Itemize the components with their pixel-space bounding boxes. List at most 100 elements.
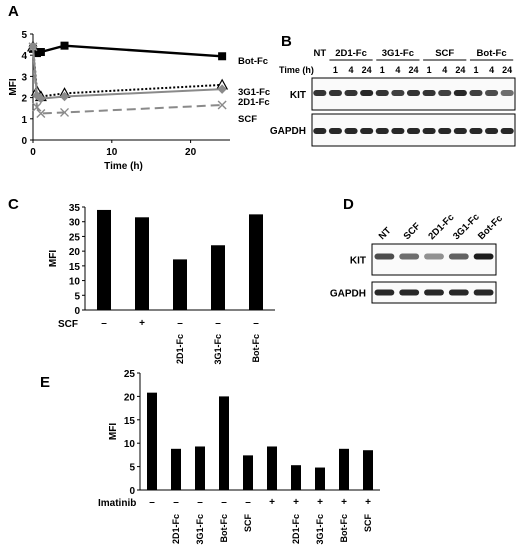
group-label: SCF xyxy=(435,48,454,59)
x-tick-label: 0 xyxy=(30,147,36,158)
blot-band xyxy=(360,90,374,96)
time-label-value: 1 xyxy=(333,65,338,75)
sign-label: – xyxy=(253,318,259,329)
blot-band xyxy=(500,128,514,134)
time-label: Time (h) xyxy=(279,65,314,75)
lane-label: 3G1-Fc xyxy=(451,212,482,243)
blot-band xyxy=(344,128,358,134)
panel-a-line-chart: 0 1 2 3 4 5 0 10 20 Time (h) MFI Bot-Fc 3G1-Fc2D1-Fc… xyxy=(8,30,270,172)
category-label: SCF xyxy=(363,513,373,532)
blot-band xyxy=(391,128,405,134)
y-tick-label: 0 xyxy=(129,486,135,497)
blot-band xyxy=(360,128,374,134)
bar xyxy=(291,465,301,490)
bar xyxy=(147,392,157,490)
bar xyxy=(173,259,187,310)
blot-band xyxy=(453,90,467,96)
row-label: SCF xyxy=(58,319,78,330)
time-label-value: 24 xyxy=(408,65,418,75)
y-tick-label: 20 xyxy=(69,247,81,258)
y-axis-label: MFI xyxy=(48,250,59,267)
blot-band xyxy=(473,289,494,296)
time-label-value: 4 xyxy=(489,65,494,75)
bar xyxy=(249,214,263,310)
y-tick-label: 5 xyxy=(21,30,27,41)
panel-label-a: A xyxy=(8,3,19,20)
lane-label: SCF xyxy=(402,221,423,242)
y-tick-label: 25 xyxy=(124,369,136,380)
blot-band xyxy=(313,128,327,134)
x-axis-label: Time (h) xyxy=(104,161,143,172)
blot-band xyxy=(473,253,494,260)
data-point xyxy=(59,91,70,102)
sign-label: + xyxy=(317,497,323,508)
sign-label: + xyxy=(139,318,145,329)
series-label: Bot-Fc xyxy=(238,56,268,67)
group-label: 3G1-Fc xyxy=(382,48,414,59)
blot-row-label: KIT xyxy=(350,256,366,267)
blot-band xyxy=(374,253,395,260)
blot-band xyxy=(344,90,358,96)
panel-label-c: C xyxy=(8,196,19,213)
blot-band xyxy=(406,128,421,134)
blot-band xyxy=(448,253,469,260)
sign-label: + xyxy=(293,497,299,508)
panel-label-e: E xyxy=(40,374,50,391)
category-label: 2D1-Fc xyxy=(175,334,185,364)
bar xyxy=(195,446,205,490)
blot-band xyxy=(469,90,483,96)
group-label: Bot-Fc xyxy=(477,48,507,59)
lane-label: 2D1-Fc xyxy=(426,212,456,242)
sign-label: – xyxy=(197,497,203,508)
time-label-value: 4 xyxy=(395,65,400,75)
category-label: 3G1-Fc xyxy=(213,334,223,365)
blot-row-label: GAPDH xyxy=(270,126,306,137)
blot-band xyxy=(328,90,342,96)
y-axis-label: MFI xyxy=(108,423,119,440)
category-label: 2D1-Fc xyxy=(291,514,301,544)
bar xyxy=(339,448,349,490)
y-tick-label: 10 xyxy=(124,439,136,450)
data-point xyxy=(36,48,45,57)
y-tick-label: 10 xyxy=(69,277,81,288)
y-tick-label: 1 xyxy=(21,115,27,126)
y-tick-label: 2 xyxy=(21,94,27,105)
sign-label: + xyxy=(269,497,275,508)
bar xyxy=(219,396,229,490)
category-label: Bot-Fc xyxy=(251,334,261,363)
blot-band xyxy=(399,289,420,296)
sign-label: + xyxy=(341,497,347,508)
group-label: 2D1-Fc xyxy=(335,48,367,59)
blot-row-label: GAPDH xyxy=(330,289,366,300)
y-tick-label: 5 xyxy=(74,291,80,302)
data-point xyxy=(60,41,69,50)
y-tick-label: 15 xyxy=(124,416,136,427)
sign-label: – xyxy=(221,497,227,508)
bar xyxy=(135,217,149,310)
blot-band xyxy=(375,90,389,96)
bar xyxy=(243,455,253,490)
y-tick-label: 20 xyxy=(124,392,136,403)
data-point xyxy=(36,93,46,104)
sign-label: + xyxy=(365,497,371,508)
category-label: 2D1-Fc xyxy=(171,514,181,544)
lane-label: NT xyxy=(377,225,394,242)
time-label-value: 4 xyxy=(349,65,354,75)
series-label: 3G1-Fc xyxy=(238,87,270,98)
row-label: Imatinib xyxy=(98,498,136,509)
y-tick-label: 3 xyxy=(21,72,27,83)
bar xyxy=(267,446,277,490)
sign-label: – xyxy=(177,318,183,329)
series-label: 2D1-Fc xyxy=(238,97,270,108)
data-point xyxy=(217,100,227,110)
panel-label-b: B xyxy=(281,33,292,50)
bar xyxy=(171,448,181,490)
time-label-value: 24 xyxy=(362,65,372,75)
bar xyxy=(211,245,225,310)
panel-label-d: D xyxy=(343,196,354,213)
sign-label: – xyxy=(215,318,221,329)
y-tick-label: 25 xyxy=(69,232,81,243)
y-tick-label: 4 xyxy=(21,51,27,62)
